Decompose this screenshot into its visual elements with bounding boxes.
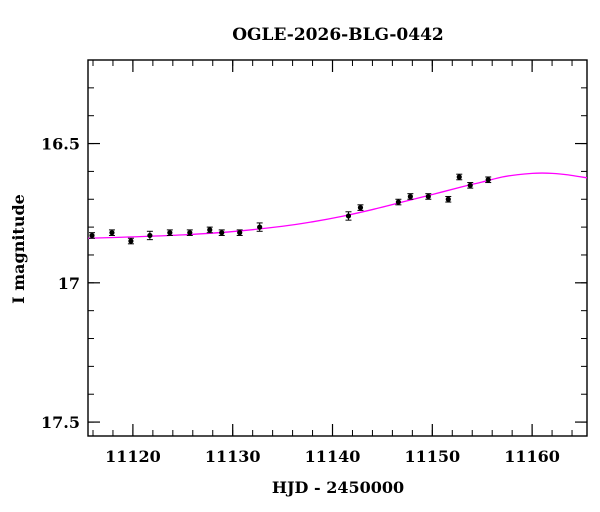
data-point (166, 229, 173, 236)
model-layer (87, 172, 588, 239)
data-point (146, 230, 153, 241)
data-points (88, 173, 492, 245)
data-point (456, 173, 463, 181)
point-marker (456, 174, 462, 180)
chart-title: OGLE-2026-BLG-0442 (232, 25, 444, 45)
data-point (445, 195, 452, 203)
y-tick-labels: 16.5 17 17.5 (41, 135, 80, 433)
point-marker (467, 182, 473, 188)
x-tick-label: 11140 (305, 447, 361, 466)
point-marker (395, 199, 401, 205)
point-marker (187, 230, 193, 236)
point-marker (445, 196, 451, 202)
point-marker (167, 230, 173, 236)
data-point (357, 204, 364, 211)
y-tick-label: 17.5 (41, 413, 80, 432)
data-point (425, 193, 432, 200)
data-point (236, 229, 243, 236)
point-marker (147, 232, 153, 239)
x-tick-label: 11130 (205, 447, 261, 466)
x-axis-label: HJD - 2450000 (272, 478, 404, 497)
y-tick-label: 17 (58, 274, 80, 293)
point-marker (407, 193, 413, 200)
x-tick-labels: 11120 11130 11140 11150 11160 (105, 447, 560, 466)
data-point (127, 237, 134, 245)
data-point (186, 229, 193, 236)
x-tick-label: 11120 (105, 447, 161, 466)
y-tick-label: 16.5 (41, 135, 80, 154)
y-axis-label: I magnitude (9, 194, 28, 304)
point-marker (237, 230, 243, 236)
point-marker (207, 227, 213, 233)
plot-frame (87, 59, 588, 437)
data-point (108, 229, 115, 236)
point-marker (485, 177, 491, 183)
data-point (407, 193, 414, 200)
data-point (485, 176, 492, 184)
data-point (218, 229, 225, 236)
point-marker (345, 213, 352, 219)
data-point (206, 226, 213, 234)
data-point (345, 211, 352, 221)
data-point (256, 222, 263, 232)
x-tick-label: 11160 (504, 447, 560, 466)
point-marker (219, 230, 225, 236)
data-point (88, 232, 95, 239)
data-point (395, 198, 402, 206)
point-marker (89, 232, 95, 239)
minor-ticks (88, 59, 587, 436)
data-point (467, 182, 474, 189)
x-tick-label: 11150 (404, 447, 460, 466)
point-marker (257, 224, 263, 230)
point-marker (357, 205, 364, 211)
major-ticks (88, 60, 587, 436)
point-marker (128, 238, 134, 244)
point-marker (109, 230, 115, 236)
model-curve (87, 172, 588, 239)
point-marker (425, 193, 431, 200)
